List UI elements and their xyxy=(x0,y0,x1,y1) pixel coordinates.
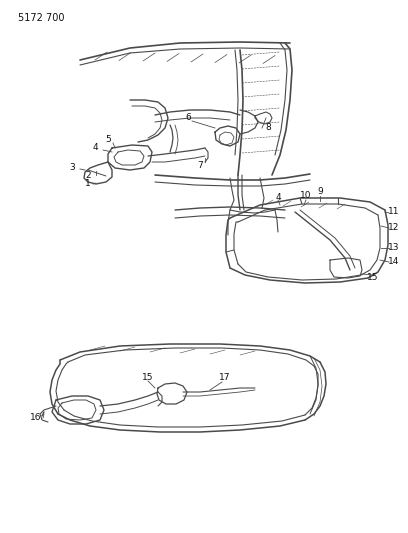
Text: 11: 11 xyxy=(388,207,400,216)
Text: 14: 14 xyxy=(388,257,400,266)
Text: 7: 7 xyxy=(197,160,203,169)
Text: 10: 10 xyxy=(300,191,312,200)
Text: 6: 6 xyxy=(185,114,191,123)
Text: 1: 1 xyxy=(85,180,91,189)
Text: 17: 17 xyxy=(219,374,231,383)
Text: 15: 15 xyxy=(142,374,154,383)
Text: 9: 9 xyxy=(317,188,323,197)
Text: 12: 12 xyxy=(388,223,400,232)
Text: 4: 4 xyxy=(275,192,281,201)
Text: 5: 5 xyxy=(105,135,111,144)
Text: 2: 2 xyxy=(85,171,91,180)
Text: 3: 3 xyxy=(69,164,75,173)
Text: 5172 700: 5172 700 xyxy=(18,13,64,23)
Text: 4: 4 xyxy=(92,143,98,152)
Text: 8: 8 xyxy=(265,124,271,133)
Text: 15: 15 xyxy=(367,273,379,282)
Text: 13: 13 xyxy=(388,244,400,253)
Text: 16: 16 xyxy=(30,414,42,423)
